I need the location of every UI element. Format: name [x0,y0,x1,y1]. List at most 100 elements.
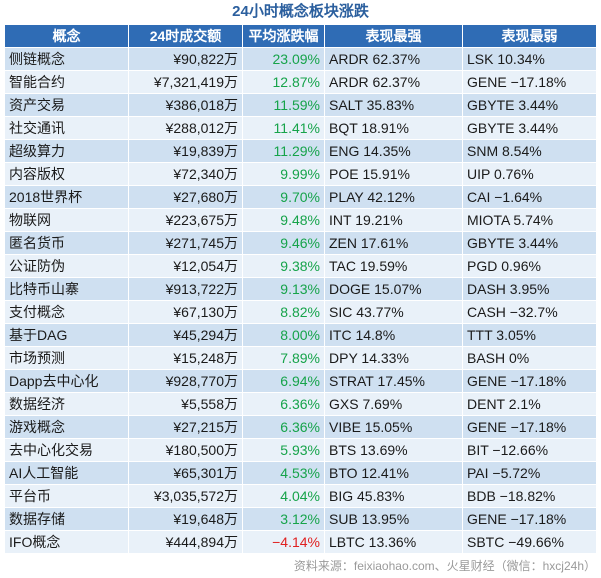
col-header-change: 平均涨跌幅 [242,24,325,48]
page-title: 24小时概念板块涨跌 [232,3,369,20]
cell-change: 6.36% [242,392,325,416]
cell-worst: LSK 10.34% [462,47,597,71]
cell-volume: ¥65,301万 [128,461,243,485]
concept-table: 概念 24时成交额 平均涨跌幅 表现最强 表现最弱 侧链概念 ¥90,822万 23… [4,24,597,554]
cell-best: BTS 13.69% [324,438,463,462]
cell-concept: 市场预测 [4,346,129,370]
table-row: 支付概念 ¥67,130万 8.82% SIC 43.77% CASH −32.7% [4,300,597,324]
cell-concept: 2018世界杯 [4,185,129,209]
cell-volume: ¥7,321,419万 [128,70,243,94]
cell-worst: PAI −5.72% [462,461,597,485]
table-row: 数据经济 ¥5,558万 6.36% GXS 7.69% DENT 2.1% [4,392,597,416]
cell-volume: ¥180,500万 [128,438,243,462]
cell-change: 3.12% [242,507,325,531]
cell-change: 9.13% [242,277,325,301]
cell-volume: ¥386,018万 [128,93,243,117]
cell-worst: BIT −12.66% [462,438,597,462]
cell-best: POE 15.91% [324,162,463,186]
cell-volume: ¥19,648万 [128,507,243,531]
cell-concept: 基于DAG [4,323,129,347]
cell-best: PLAY 42.12% [324,185,463,209]
cell-worst: SBTC −49.66% [462,530,597,554]
cell-concept: 超级算力 [4,139,129,163]
cell-change: 11.41% [242,116,325,140]
cell-volume: ¥913,722万 [128,277,243,301]
cell-volume: ¥3,035,572万 [128,484,243,508]
cell-worst: MIOTA 5.74% [462,208,597,232]
cell-volume: ¥444,894万 [128,530,243,554]
cell-concept: 社交通讯 [4,116,129,140]
cell-volume: ¥19,839万 [128,139,243,163]
cell-best: ARDR 62.37% [324,47,463,71]
cell-best: BTO 12.41% [324,461,463,485]
cell-volume: ¥67,130万 [128,300,243,324]
cell-worst: DASH 3.95% [462,277,597,301]
cell-change: 5.93% [242,438,325,462]
cell-change: 9.48% [242,208,325,232]
cell-change: 6.94% [242,369,325,393]
cell-best: ARDR 62.37% [324,70,463,94]
cell-worst: GENE −17.18% [462,369,597,393]
cell-change: 7.89% [242,346,325,370]
cell-best: LBTC 13.36% [324,530,463,554]
cell-worst: UIP 0.76% [462,162,597,186]
cell-best: INT 19.21% [324,208,463,232]
cell-volume: ¥288,012万 [128,116,243,140]
table-row: IFO概念 ¥444,894万 −4.14% LBTC 13.36% SBTC −49.… [4,530,597,554]
cell-change: 11.59% [242,93,325,117]
cell-volume: ¥5,558万 [128,392,243,416]
table-header: 概念 24时成交额 平均涨跌幅 表现最强 表现最弱 [4,24,597,48]
table-row: 数据存储 ¥19,648万 3.12% SUB 13.95% GENE −17.18% [4,507,597,531]
cell-concept: 数据经济 [4,392,129,416]
table-row: AI人工智能 ¥65,301万 4.53% BTO 12.41% PAI −5.72% [4,461,597,485]
cell-best: ZEN 17.61% [324,231,463,255]
table-row: Dapp去中心化 ¥928,770万 6.94% STRAT 17.45% GENE −… [4,369,597,393]
cell-change: 23.09% [242,47,325,71]
table-body: 侧链概念 ¥90,822万 23.09% ARDR 62.37% LSK 10.34% 智… [4,47,597,554]
cell-change: 9.46% [242,231,325,255]
cell-worst: BASH 0% [462,346,597,370]
cell-change: 11.29% [242,139,325,163]
cell-change: 9.38% [242,254,325,278]
cell-best: SUB 13.95% [324,507,463,531]
cell-worst: TTT 3.05% [462,323,597,347]
cell-concept: Dapp去中心化 [4,369,129,393]
cell-concept: 内容版权 [4,162,129,186]
table-row: 比特币山寨 ¥913,722万 9.13% DOGE 15.07% DASH 3.95% [4,277,597,301]
table-row: 去中心化交易 ¥180,500万 5.93% BTS 13.69% BIT −12.66… [4,438,597,462]
cell-volume: ¥27,680万 [128,185,243,209]
cell-worst: GBYTE 3.44% [462,116,597,140]
table-row: 匿名货币 ¥271,745万 9.46% ZEN 17.61% GBYTE 3.44% [4,231,597,255]
cell-best: VIBE 15.05% [324,415,463,439]
cell-change: 12.87% [242,70,325,94]
cell-concept: 去中心化交易 [4,438,129,462]
cell-concept: 资产交易 [4,93,129,117]
cell-concept: 平台币 [4,484,129,508]
cell-change: 9.70% [242,185,325,209]
table-row: 内容版权 ¥72,340万 9.99% POE 15.91% UIP 0.76% [4,162,597,186]
table-row: 资产交易 ¥386,018万 11.59% SALT 35.83% GBYTE 3.44… [4,93,597,117]
cell-volume: ¥72,340万 [128,162,243,186]
cell-volume: ¥271,745万 [128,231,243,255]
col-header-concept: 概念 [4,24,129,48]
cell-best: STRAT 17.45% [324,369,463,393]
cell-volume: ¥45,294万 [128,323,243,347]
cell-best: TAC 19.59% [324,254,463,278]
cell-concept: AI人工智能 [4,461,129,485]
col-header-volume: 24时成交额 [128,24,243,48]
cell-concept: 侧链概念 [4,47,129,71]
cell-worst: SNM 8.54% [462,139,597,163]
col-header-best: 表现最强 [324,24,463,48]
cell-concept: 数据存储 [4,507,129,531]
cell-best: ENG 14.35% [324,139,463,163]
cell-concept: IFO概念 [4,530,129,554]
cell-worst: GENE −17.18% [462,507,597,531]
source-footer: 资料来源：feixiaohao.com、火星财经（微信：hxcj24h） [293,559,596,573]
cell-concept: 智能合约 [4,70,129,94]
cell-worst: PGD 0.96% [462,254,597,278]
cell-concept: 支付概念 [4,300,129,324]
cell-volume: ¥15,248万 [128,346,243,370]
cell-change: 9.99% [242,162,325,186]
cell-best: BQT 18.91% [324,116,463,140]
cell-best: SIC 43.77% [324,300,463,324]
